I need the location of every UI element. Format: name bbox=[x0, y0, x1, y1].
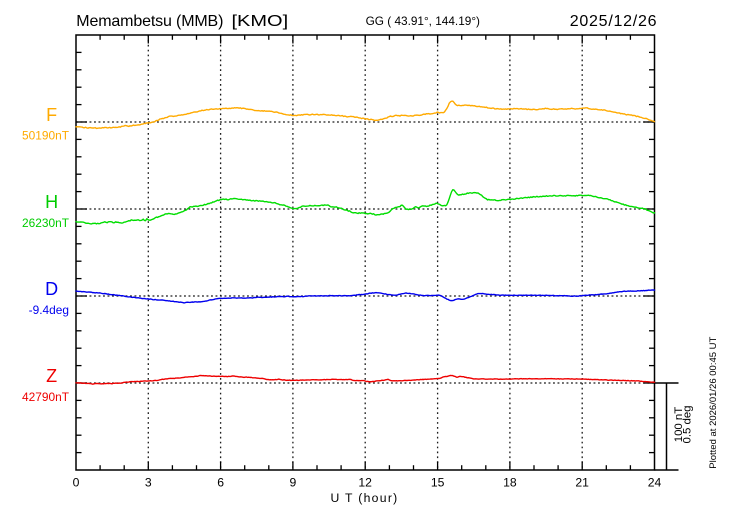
svg-text:2025/12/26: 2025/12/26 bbox=[570, 13, 658, 30]
svg-text:U T (hour): U T (hour) bbox=[330, 491, 398, 505]
svg-text:50190nT: 50190nT bbox=[22, 128, 69, 142]
svg-text:Memambetsu (MMB): Memambetsu (MMB) bbox=[76, 13, 223, 30]
svg-text:-9.4deg: -9.4deg bbox=[29, 303, 69, 317]
svg-text:Z: Z bbox=[46, 366, 57, 386]
svg-text:F: F bbox=[46, 105, 57, 125]
svg-text:0.5 deg: 0.5 deg bbox=[682, 405, 694, 443]
svg-text:12: 12 bbox=[358, 476, 372, 490]
svg-text:3: 3 bbox=[145, 476, 152, 490]
svg-text:100 nT: 100 nT bbox=[673, 407, 685, 443]
svg-text:Plotted at 2026/01/26 00:45 UT: Plotted at 2026/01/26 00:45 UT bbox=[708, 336, 719, 468]
svg-text:21: 21 bbox=[575, 476, 589, 490]
svg-text:[KMO]: [KMO] bbox=[232, 12, 289, 30]
svg-text:15: 15 bbox=[431, 476, 445, 490]
svg-text:42790nT: 42790nT bbox=[22, 390, 69, 404]
svg-text:18: 18 bbox=[503, 476, 517, 490]
svg-text:26230nT: 26230nT bbox=[22, 216, 69, 230]
svg-text:24: 24 bbox=[648, 476, 662, 490]
svg-text:D: D bbox=[45, 279, 58, 299]
svg-text:GG ( 43.91°, 144.19°): GG ( 43.91°, 144.19°) bbox=[366, 14, 480, 28]
svg-text:H: H bbox=[45, 192, 58, 212]
svg-text:6: 6 bbox=[217, 476, 224, 490]
svg-text:9: 9 bbox=[290, 476, 297, 490]
svg-text:0: 0 bbox=[73, 476, 80, 490]
